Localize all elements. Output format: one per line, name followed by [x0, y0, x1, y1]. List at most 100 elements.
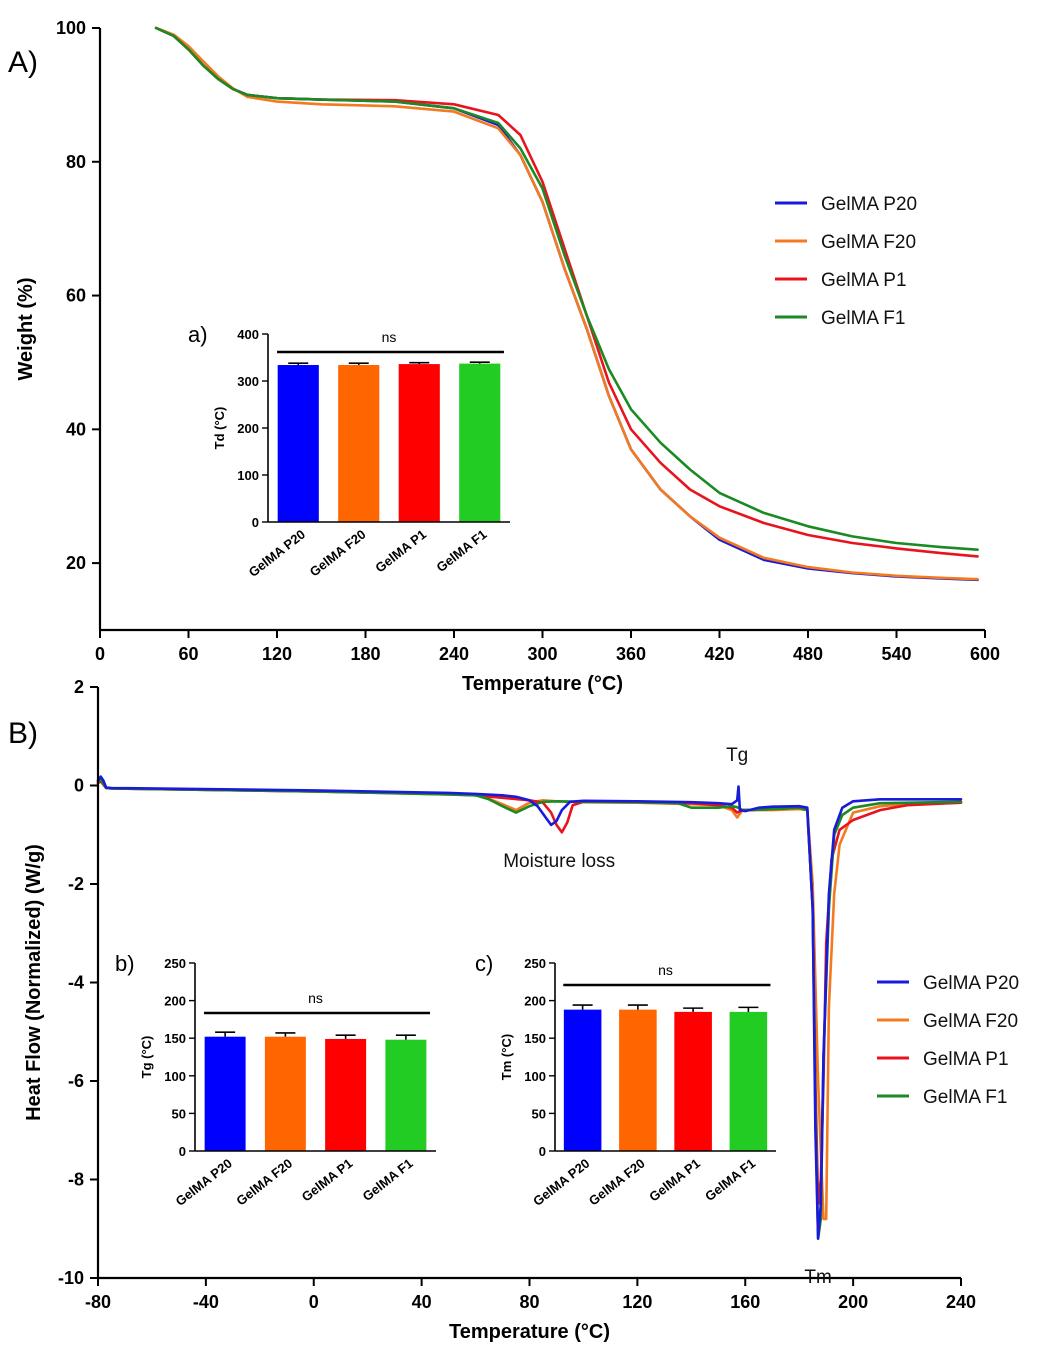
x-tick-label: 120	[262, 644, 292, 664]
x-tick-label: 600	[970, 644, 1000, 664]
x-tick-label: 0	[309, 1292, 319, 1312]
category-label-gelma-f20: GelMA F20	[233, 1156, 295, 1209]
y-tick-label: 20	[66, 553, 86, 573]
category-label-gelma-p1: GelMA P1	[646, 1156, 703, 1205]
bar-gelma-p1	[398, 364, 440, 522]
bar-gelma-f20	[264, 1036, 306, 1151]
y-tick-label: 60	[66, 286, 86, 306]
x-tick-label: 40	[412, 1292, 432, 1312]
y-tick-label: -10	[58, 1268, 84, 1288]
panel-a-tga-chart: A)0 60 120 180 240 300 360 420 480 540 60020406080…	[8, 18, 1000, 695]
x-tick-label: -40	[193, 1292, 219, 1312]
series-line-gelma-p20	[96, 775, 963, 1240]
bar-gelma-p20	[277, 365, 319, 522]
legend-label-gelma-p20: GelMA P20	[821, 194, 917, 215]
significance-label: ns	[658, 962, 673, 978]
category-label-gelma-p1: GelMA P1	[372, 527, 429, 576]
inset-panel-label: b)	[115, 951, 135, 976]
inset-y-tick-label: 50	[532, 1106, 546, 1121]
legend-label-gelma-p20: GelMA P20	[923, 973, 1019, 994]
inset-panel-label: a)	[188, 322, 208, 347]
inset-y-tick-label: 200	[237, 421, 259, 436]
inset-y-tick-label: 0	[179, 1144, 186, 1159]
x-tick-label: 80	[519, 1292, 539, 1312]
category-label-gelma-f20: GelMA F20	[307, 527, 369, 580]
legend-label-gelma-f1: GelMA F1	[923, 1087, 1007, 1108]
bar-gelma-f1	[729, 1011, 768, 1151]
legend-label-gelma-f1: GelMA F1	[821, 308, 905, 329]
x-tick-label: 420	[704, 644, 734, 664]
x-tick-label: 120	[622, 1292, 652, 1312]
bar-gelma-f20	[619, 1009, 657, 1151]
category-label-gelma-f20: GelMA F20	[586, 1156, 648, 1209]
inset-y-tick-label: 50	[172, 1106, 186, 1121]
x-tick-label: 480	[793, 644, 823, 664]
x-tick-label: 240	[946, 1292, 976, 1312]
bar-gelma-f1	[459, 363, 501, 522]
inset-y-tick-label: 200	[524, 994, 546, 1009]
series-line-gelma-f20	[154, 26, 979, 581]
inset-y-tick-label: 0	[252, 515, 259, 530]
inset-y-tick-label: 150	[164, 1031, 186, 1046]
y-tick-label: -2	[68, 874, 84, 894]
y-tick-label: 80	[66, 152, 86, 172]
category-label-gelma-p20: GelMA P20	[246, 527, 308, 580]
inset-y-tick-label: 150	[524, 1031, 546, 1046]
x-tick-label: 540	[881, 644, 911, 664]
inset-y-tick-label: 100	[237, 468, 259, 483]
inset-panel-label: c)	[475, 951, 493, 976]
bar-gelma-p1	[325, 1038, 367, 1151]
bar-gelma-p20	[563, 1009, 602, 1151]
x-tick-label: 200	[838, 1292, 868, 1312]
y-tick-label: -8	[68, 1170, 84, 1190]
legend-label-gelma-f20: GelMA F20	[821, 232, 916, 253]
annotation-tg: Tg	[726, 745, 748, 766]
inset-y-tick-label: 250	[524, 956, 546, 971]
x-tick-label: 300	[527, 644, 557, 664]
y-tick-label: -6	[68, 1071, 84, 1091]
y-tick-label: 0	[74, 776, 84, 796]
series-line-gelma-f1	[154, 26, 979, 551]
y-tick-label: 40	[66, 419, 86, 439]
y-tick-label: 100	[56, 18, 86, 38]
inset-y-tick-label: 250	[164, 956, 186, 971]
inset-y-tick-label: 100	[164, 1069, 186, 1084]
x-axis-title: Temperature (°C)	[462, 673, 623, 695]
x-tick-label: 180	[350, 644, 380, 664]
inset-y-tick-label: 400	[237, 327, 259, 342]
y-tick-label: 2	[74, 677, 84, 697]
x-tick-label: 240	[439, 644, 469, 664]
inset-y-axis-title: Tm (°C)	[499, 1034, 514, 1080]
panel-label: A)	[8, 46, 38, 79]
x-tick-label: -80	[85, 1292, 111, 1312]
annotation-tm: Tm	[804, 1267, 831, 1288]
inset-y-tick-label: 100	[524, 1069, 546, 1084]
bar-gelma-f1	[385, 1039, 427, 1151]
category-label-gelma-f1: GelMA F1	[702, 1156, 758, 1204]
bar-gelma-f20	[338, 365, 380, 522]
panel-b-dsc-chart: B) -80 -40 0 40 80 120 160 200 240 -10 -8 -6 -4 -2 0 2 Te…	[8, 677, 1019, 1343]
x-tick-label: 360	[616, 644, 646, 664]
bar-gelma-p1	[674, 1011, 712, 1151]
category-label-gelma-p20: GelMA P20	[530, 1156, 592, 1209]
category-label-gelma-p20: GelMA P20	[173, 1156, 235, 1209]
x-tick-label: 60	[178, 644, 198, 664]
inset-y-axis-title: Td (°C)	[212, 407, 227, 450]
significance-label: ns	[308, 990, 323, 1006]
category-label-gelma-f1: GelMA F1	[360, 1156, 416, 1204]
bar-gelma-p20	[204, 1036, 246, 1151]
y-tick-label: -4	[68, 973, 84, 993]
inset-y-axis-title: Tg (°C)	[139, 1036, 154, 1079]
y-axis-title: Weight (%)	[15, 278, 37, 381]
category-label-gelma-f1: GelMA F1	[433, 527, 489, 575]
x-axis-title: Temperature (°C)	[449, 1321, 610, 1343]
inset-y-tick-label: 0	[539, 1144, 546, 1159]
inset-y-tick-label: 200	[164, 994, 186, 1009]
significance-label: ns	[382, 329, 397, 345]
panel-label: B)	[8, 717, 38, 750]
x-tick-label: 0	[95, 644, 105, 664]
legend-label-gelma-f20: GelMA F20	[923, 1011, 1018, 1032]
